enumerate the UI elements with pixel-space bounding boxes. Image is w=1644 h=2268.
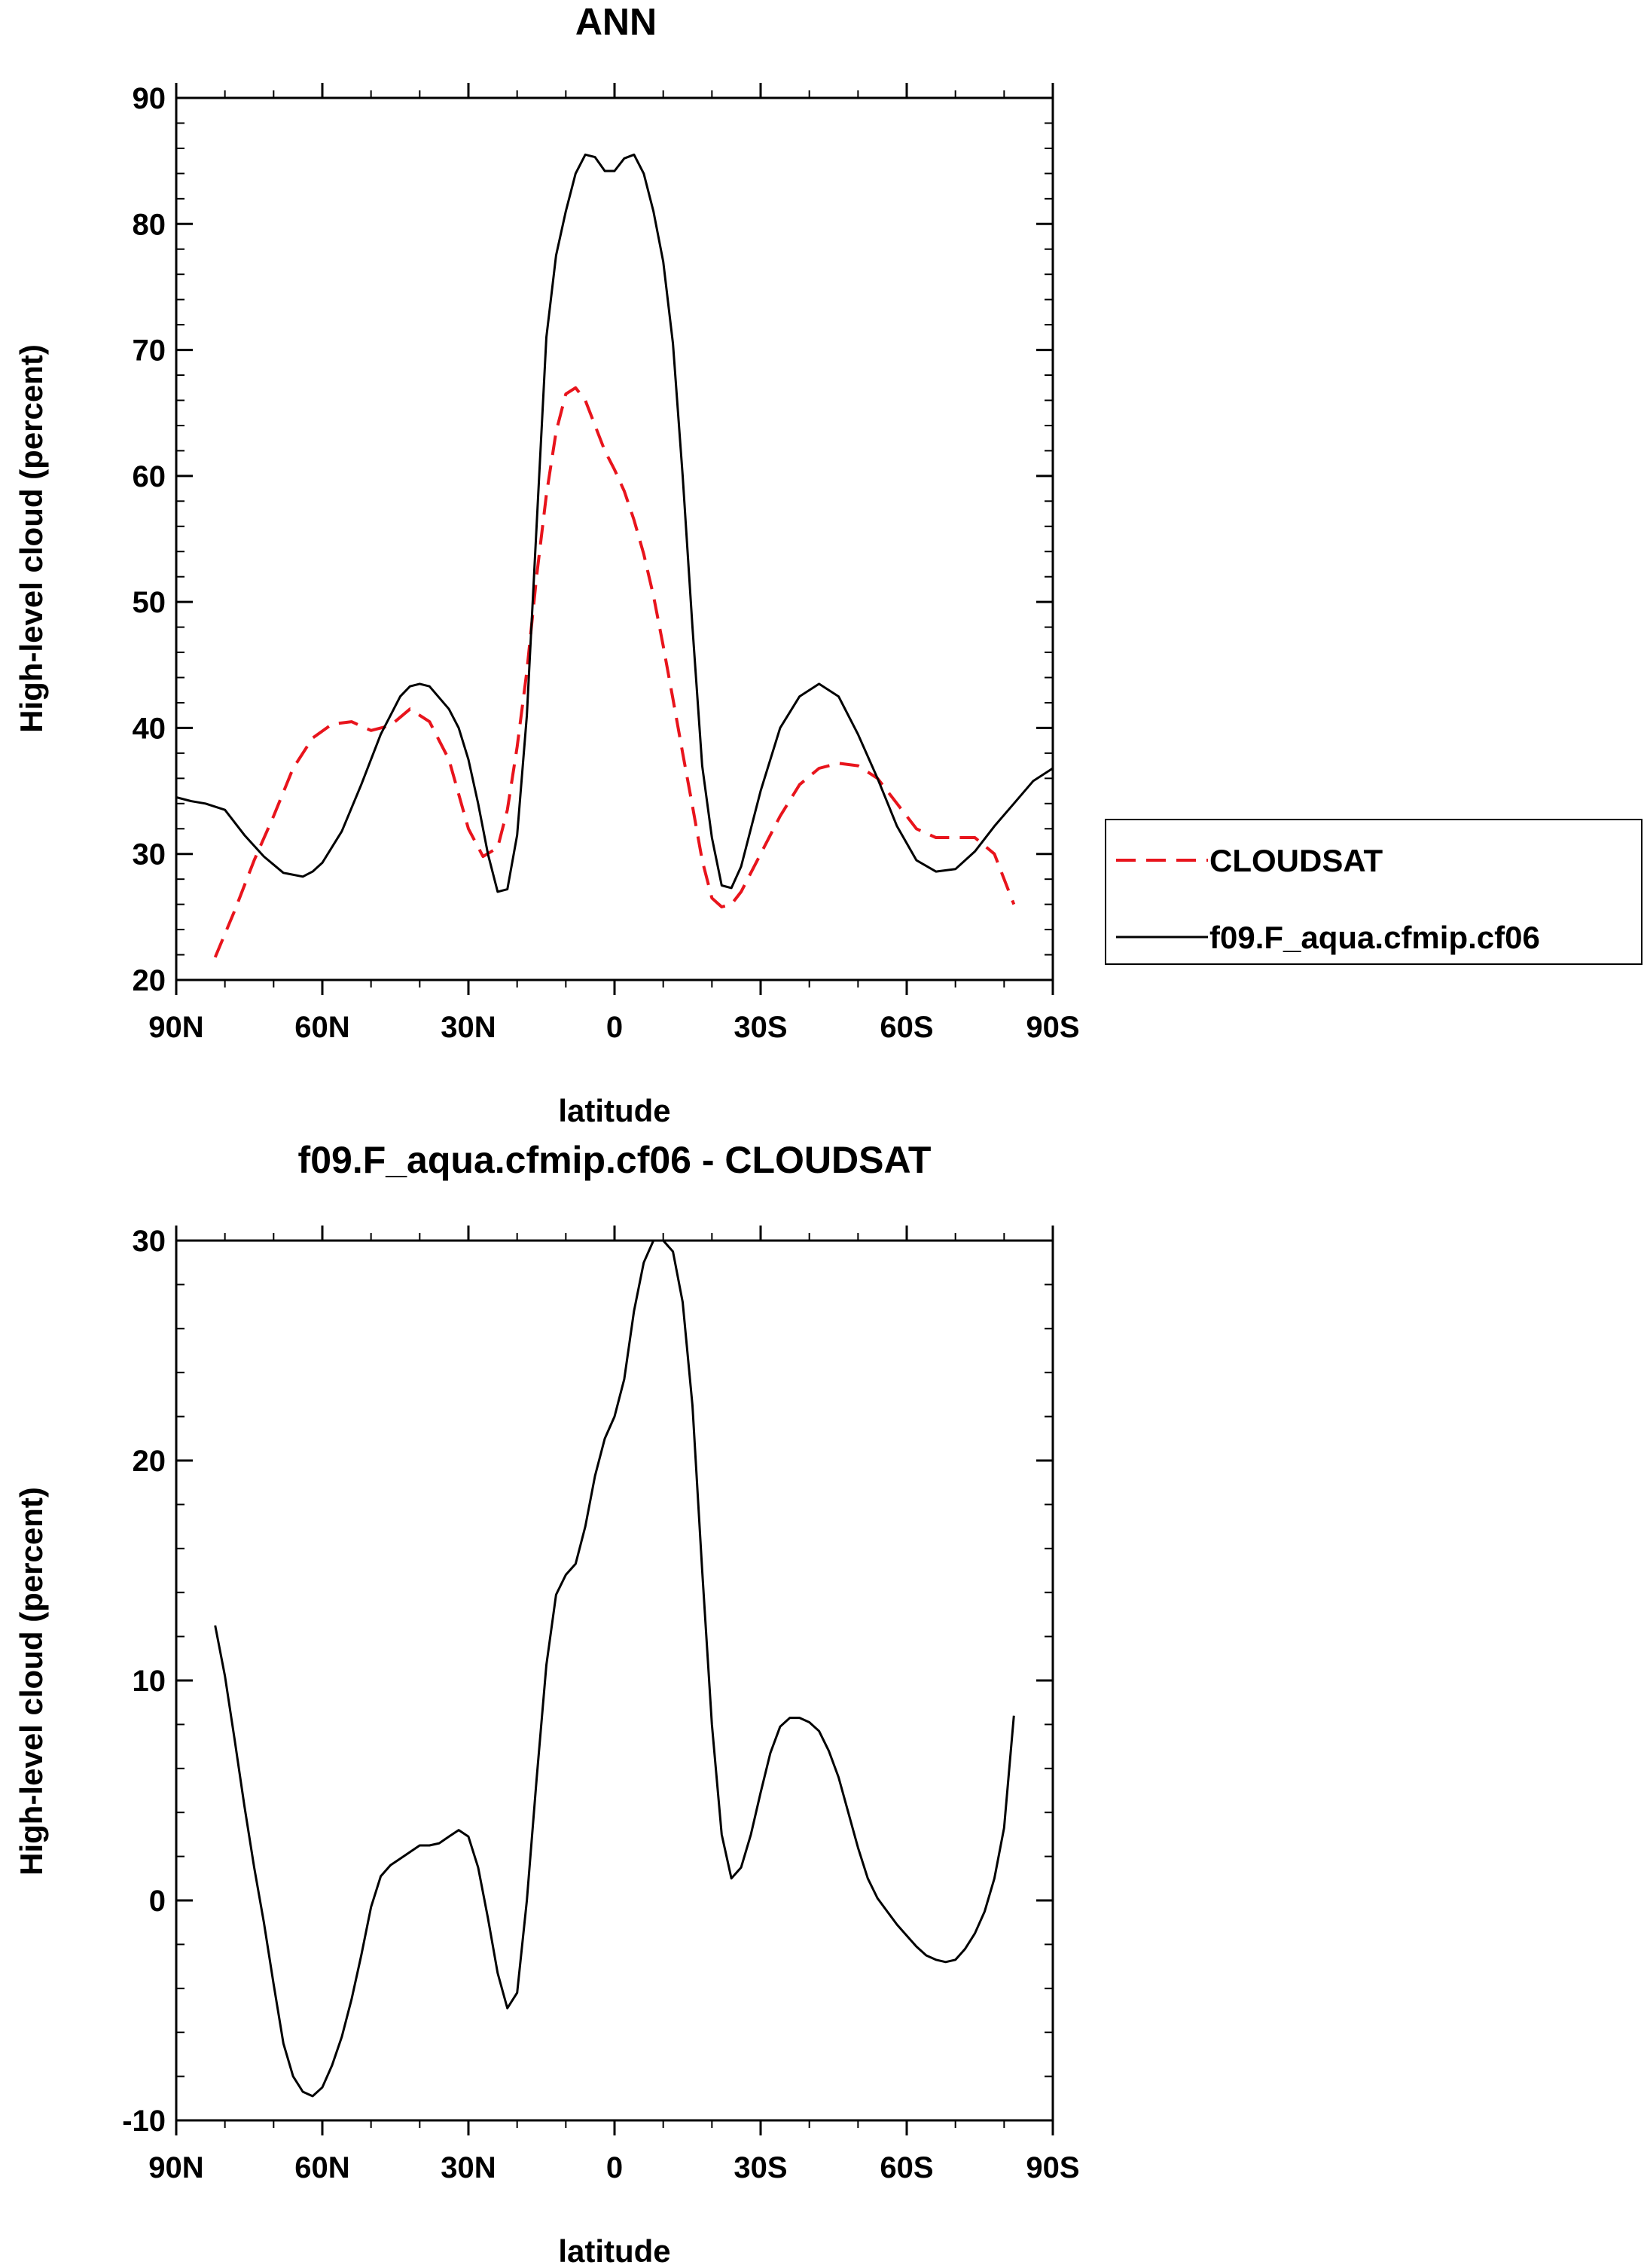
- x-tick-labels: 90N 60N 30N 0 30S 60S 90S: [148, 1011, 1079, 1044]
- panel-difference: f09.F_aqua.cfmip.cf06 - CLOUDSAT 90N 60N 3…: [14, 1139, 1080, 2268]
- y-tick-label-20: 20: [133, 964, 166, 997]
- chart-title: f09.F_aqua.cfmip.cf06 - CLOUDSAT: [298, 1139, 932, 1181]
- x-tick-labels: 90N 60N 30N 0 30S 60S 90S: [148, 2151, 1079, 2184]
- x-tick-label-60n: 60N: [294, 1011, 349, 1044]
- y-tick-label-20: 20: [133, 1445, 166, 1478]
- y-tick-label-60: 60: [133, 460, 166, 493]
- y-tick-labels: 20 30 40 50 60 70 80 90: [133, 82, 166, 997]
- x-axis-label: latitude: [558, 1093, 670, 1128]
- y-tick-label-50: 50: [133, 586, 166, 619]
- y-tick-label-90: 90: [133, 82, 166, 115]
- y-tick-label-30: 30: [133, 1225, 166, 1258]
- series-line-difference: [214, 1239, 1015, 2098]
- y-tick-labels: -10 0 10 20 30: [122, 1225, 166, 2138]
- x-tick-label-60s: 60S: [880, 1011, 933, 1044]
- axis-ticks: [175, 1226, 1054, 2135]
- x-axis-label: latitude: [558, 2233, 670, 2268]
- axis-ticks: [175, 83, 1054, 995]
- y-tick-label-0: 0: [149, 1885, 166, 1918]
- y-tick-label-70: 70: [133, 334, 166, 368]
- x-tick-label-90s: 90S: [1026, 1011, 1079, 1044]
- y-tick-label-10: -10: [122, 2105, 166, 2138]
- y-tick-label-80: 80: [133, 208, 166, 241]
- chart-title: ANN: [575, 1, 657, 43]
- x-tick-label-0: 0: [606, 1011, 623, 1044]
- legend-entry-cloudsat: CLOUDSAT: [1209, 843, 1383, 878]
- series-lines: [214, 1239, 1015, 2098]
- series-line-cloudsat: [213, 386, 1016, 958]
- y-axis-label: High-level cloud (percent): [14, 1487, 49, 1876]
- series-line-f09-f-aqua-cfmip-cf06: [176, 153, 1053, 893]
- y-tick-label-30: 30: [133, 838, 166, 871]
- x-tick-label-30n: 30N: [441, 2151, 496, 2184]
- x-tick-label-60n: 60N: [294, 2151, 349, 2184]
- x-tick-label-30n: 30N: [441, 1011, 496, 1044]
- x-tick-label-30s: 30S: [734, 1011, 787, 1044]
- y-axis-label: High-level cloud (percent): [14, 344, 49, 733]
- series-lines: [176, 153, 1053, 958]
- plot-frame: [175, 96, 1054, 981]
- legend: CLOUDSAT f09.F_aqua.cfmip.cf06: [1105, 819, 1642, 965]
- x-tick-label-0: 0: [606, 2151, 623, 2184]
- x-tick-label-60s: 60S: [880, 2151, 933, 2184]
- y-tick-label-10: 10: [133, 1665, 166, 1698]
- x-tick-label-90n: 90N: [148, 2151, 203, 2184]
- legend-entry-model: f09.F_aqua.cfmip.cf06: [1209, 920, 1540, 955]
- x-tick-label-30s: 30S: [734, 2151, 787, 2184]
- x-tick-label-90s: 90S: [1026, 2151, 1079, 2184]
- y-tick-label-40: 40: [133, 712, 166, 745]
- panel-annual-mean: ANN 90N 60N 30N 0 30S 60S 90S 20 30 40 50 60 70 80 90…: [14, 1, 1642, 1128]
- x-tick-label-90n: 90N: [148, 1011, 203, 1044]
- plot-frame: [175, 1239, 1054, 2122]
- legend-box: [1105, 819, 1642, 965]
